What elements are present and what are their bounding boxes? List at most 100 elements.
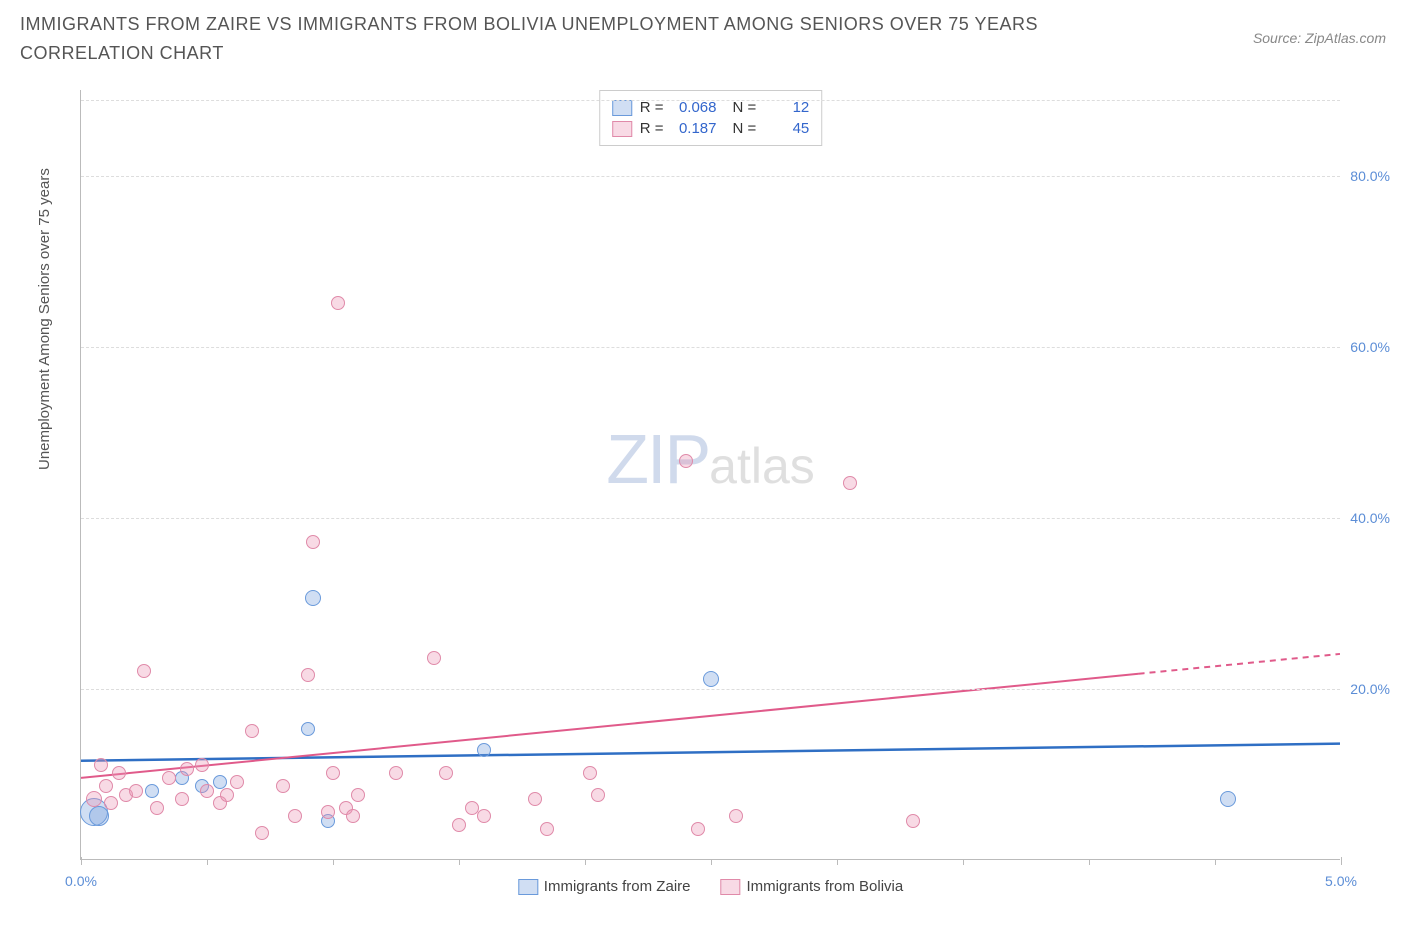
y-tick-label: 20.0% [1350, 681, 1390, 697]
scatter-point [301, 668, 315, 682]
scatter-point [427, 651, 441, 665]
source-label: Source: ZipAtlas.com [1253, 30, 1386, 46]
scatter-point [220, 788, 234, 802]
legend-series: Immigrants from Zaire Immigrants from Bo… [518, 878, 903, 895]
gridline [81, 518, 1340, 519]
r-value-zaire: 0.068 [672, 99, 717, 116]
scatter-point [306, 535, 320, 549]
scatter-point [843, 476, 857, 490]
scatter-point [389, 766, 403, 780]
scatter-point [145, 784, 159, 798]
legend-label-bolivia: Immigrants from Bolivia [747, 878, 904, 895]
gridline [81, 689, 1340, 690]
scatter-point [679, 454, 693, 468]
y-tick-label: 40.0% [1350, 510, 1390, 526]
scatter-point [439, 766, 453, 780]
scatter-point [906, 814, 920, 828]
scatter-point [305, 590, 321, 606]
swatch-bolivia [612, 121, 632, 137]
scatter-point [540, 822, 554, 836]
gridline [81, 176, 1340, 177]
scatter-point [703, 671, 719, 687]
scatter-point [591, 788, 605, 802]
x-tick [1089, 859, 1090, 865]
legend-label-zaire: Immigrants from Zaire [544, 878, 691, 895]
scatter-point [326, 766, 340, 780]
legend-stats-row-bolivia: R = 0.187 N = 45 [612, 118, 810, 139]
x-tick [1341, 857, 1342, 865]
watermark: ZIPatlas [606, 419, 815, 499]
x-tick [963, 859, 964, 865]
plot-region: ZIPatlas R = 0.068 N = 12 R = 0.187 N = … [80, 90, 1340, 860]
x-tick [585, 859, 586, 865]
scatter-point [230, 775, 244, 789]
swatch-bolivia-icon [721, 879, 741, 895]
scatter-point [99, 779, 113, 793]
x-tick-label: 5.0% [1325, 873, 1357, 889]
scatter-point [104, 796, 118, 810]
gridline [81, 100, 1340, 101]
watermark-atlas: atlas [709, 437, 815, 495]
x-tick [711, 859, 712, 865]
scatter-point [175, 792, 189, 806]
x-tick [81, 857, 82, 865]
scatter-point [528, 792, 542, 806]
header: IMMIGRANTS FROM ZAIRE VS IMMIGRANTS FROM… [0, 0, 1406, 68]
gridline [81, 347, 1340, 348]
scatter-point [255, 826, 269, 840]
scatter-point [129, 784, 143, 798]
chart-title: IMMIGRANTS FROM ZAIRE VS IMMIGRANTS FROM… [20, 10, 1120, 68]
x-tick [333, 859, 334, 865]
r-label: R = [640, 120, 664, 137]
scatter-point [583, 766, 597, 780]
scatter-point [162, 771, 176, 785]
scatter-point [276, 779, 290, 793]
x-tick [207, 859, 208, 865]
x-tick [837, 859, 838, 865]
scatter-point [1220, 791, 1236, 807]
legend-item-zaire: Immigrants from Zaire [518, 878, 691, 895]
scatter-point [94, 758, 108, 772]
scatter-point [321, 805, 335, 819]
scatter-point [477, 743, 491, 757]
y-tick-label: 80.0% [1350, 168, 1390, 184]
scatter-point [137, 664, 151, 678]
swatch-zaire [612, 100, 632, 116]
trendlines-svg [81, 90, 1340, 859]
scatter-point [213, 775, 227, 789]
chart-area: ZIPatlas R = 0.068 N = 12 R = 0.187 N = … [60, 90, 1380, 860]
scatter-point [301, 722, 315, 736]
n-value-bolivia: 45 [764, 120, 809, 137]
scatter-point [465, 801, 479, 815]
scatter-point [331, 296, 345, 310]
scatter-point [180, 762, 194, 776]
scatter-point [195, 758, 209, 772]
y-axis-label: Unemployment Among Seniors over 75 years [36, 168, 53, 470]
scatter-point [477, 809, 491, 823]
scatter-point [200, 784, 214, 798]
scatter-point [691, 822, 705, 836]
scatter-point [729, 809, 743, 823]
scatter-point [351, 788, 365, 802]
scatter-point [89, 806, 109, 826]
n-label: N = [733, 99, 757, 116]
legend-stats: R = 0.068 N = 12 R = 0.187 N = 45 [599, 90, 823, 146]
scatter-point [346, 809, 360, 823]
x-tick-label: 0.0% [65, 873, 97, 889]
scatter-point [86, 791, 102, 807]
scatter-point [112, 766, 126, 780]
r-label: R = [640, 99, 664, 116]
x-tick [1215, 859, 1216, 865]
n-value-zaire: 12 [764, 99, 809, 116]
scatter-point [288, 809, 302, 823]
watermark-zip: ZIP [606, 419, 709, 499]
x-tick [459, 859, 460, 865]
scatter-point [245, 724, 259, 738]
scatter-point [452, 818, 466, 832]
r-value-bolivia: 0.187 [672, 120, 717, 137]
swatch-zaire-icon [518, 879, 538, 895]
scatter-point [150, 801, 164, 815]
n-label: N = [733, 120, 757, 137]
legend-item-bolivia: Immigrants from Bolivia [721, 878, 904, 895]
y-tick-label: 60.0% [1350, 339, 1390, 355]
